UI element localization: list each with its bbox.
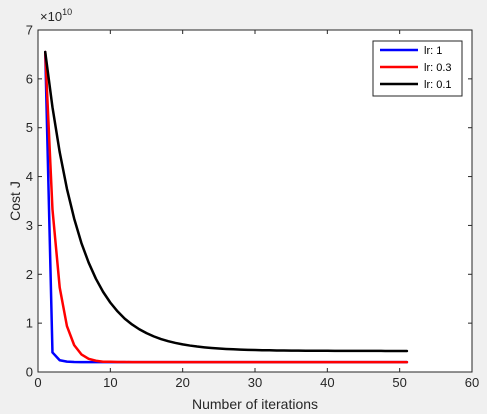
y-tick-label: 4 bbox=[26, 169, 33, 184]
y-tick-label: 3 bbox=[26, 218, 33, 233]
legend: lr: 1 lr: 0.3 lr: 0.1 bbox=[372, 40, 463, 97]
x-tick-label: 30 bbox=[248, 375, 262, 390]
y-axis-label: Cost J bbox=[7, 181, 23, 221]
y-tick-label: 1 bbox=[26, 316, 33, 331]
series-line-1 bbox=[43, 50, 409, 364]
x-tick-label: 40 bbox=[320, 375, 334, 390]
legend-label-0: lr: 1 bbox=[424, 45, 442, 57]
y-tick-label: 7 bbox=[26, 23, 33, 38]
y-tick-label: 0 bbox=[26, 365, 33, 380]
x-tick-label: 20 bbox=[175, 375, 189, 390]
legend-label-1: lr: 0.3 bbox=[424, 62, 452, 74]
y-tick-label: 2 bbox=[26, 267, 33, 282]
x-tick-label: 0 bbox=[34, 375, 41, 390]
series-lines bbox=[43, 50, 409, 364]
y-tick-label: 6 bbox=[26, 71, 33, 86]
legend-label-2: lr: 0.1 bbox=[424, 79, 452, 91]
x-tick-label: 10 bbox=[103, 375, 117, 390]
series-line-2 bbox=[43, 50, 409, 353]
axes bbox=[37, 29, 473, 373]
x-tick-label: 50 bbox=[392, 375, 406, 390]
x-axis-label: Number of iterations bbox=[192, 396, 318, 412]
x-tick-label: 60 bbox=[465, 375, 479, 390]
y-exponent-label: ×1010 bbox=[40, 7, 72, 24]
y-tick-label: 5 bbox=[26, 120, 33, 135]
tick-labels: 0 10 20 30 40 50 60 0 1 2 3 4 5 6 7 bbox=[26, 23, 479, 391]
